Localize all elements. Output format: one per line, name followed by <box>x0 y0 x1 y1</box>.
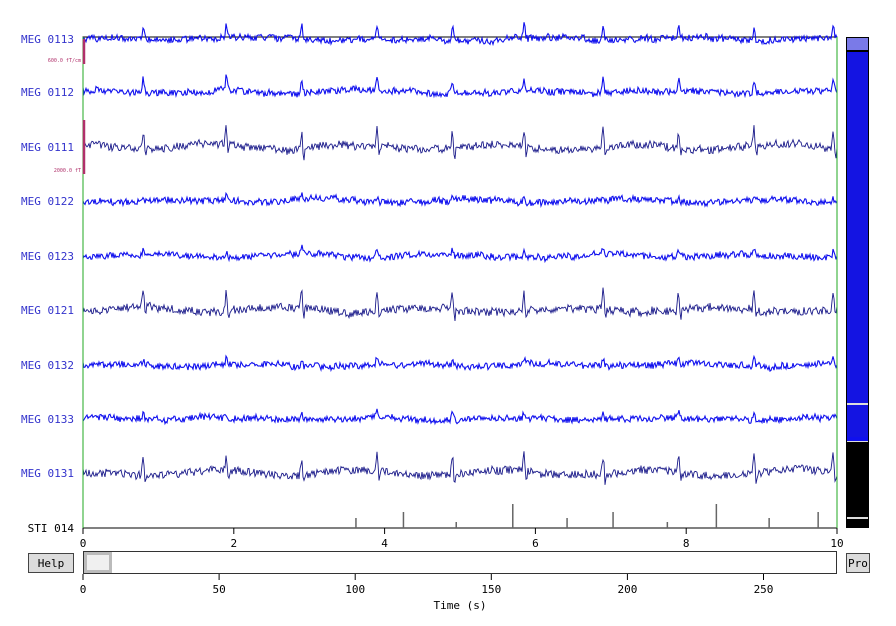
channel-trace <box>82 408 838 426</box>
overview-window-handle[interactable] <box>84 552 112 573</box>
time-tick-label: 10 <box>830 537 843 550</box>
channel-trace <box>82 125 838 161</box>
channel-label[interactable]: MEG 0112 <box>21 86 74 99</box>
scale-label-grad: 600.0 fT/cm <box>48 58 81 64</box>
scale-bars: 600.0 fT/cm 2000.0 fT <box>48 39 86 174</box>
scrollbar-marker <box>847 403 868 405</box>
channel-label[interactable]: MEG 0111 <box>21 141 74 154</box>
scrollbar-thumb[interactable] <box>847 52 868 442</box>
channel-label[interactable]: MEG 0121 <box>21 304 74 317</box>
channel-trace <box>82 287 838 322</box>
scrollbar-marker-2 <box>847 441 868 442</box>
time-axis: 0 2 4 6 8 10 <box>80 528 844 550</box>
scrollbar-channel-lines <box>847 53 868 437</box>
time-tick-label: 4 <box>381 537 388 550</box>
scale-label-mag: 2000.0 fT <box>54 168 81 174</box>
overview-tick-label: 100 <box>345 583 365 596</box>
channel-label[interactable]: MEG 0122 <box>21 195 74 208</box>
time-tick-label: 2 <box>230 537 237 550</box>
channel-trace <box>82 74 838 99</box>
time-tick-label: 6 <box>532 537 539 550</box>
proj-button[interactable]: Proj <box>846 553 870 573</box>
time-tick-label: 0 <box>80 537 87 550</box>
scrollbar-top-segment <box>847 38 868 50</box>
overview-tick-label: 150 <box>481 583 501 596</box>
overview-axis-label: Time (s) <box>434 599 487 612</box>
overview-tick-label: 200 <box>617 583 637 596</box>
channel-label[interactable]: MEG 0123 <box>21 250 74 263</box>
traces <box>82 22 838 528</box>
scrollbar-marker-3 <box>847 517 868 519</box>
channel-label[interactable]: STI 014 <box>28 522 75 535</box>
overview-tick-label: 250 <box>754 583 774 596</box>
channel-trace <box>82 22 838 47</box>
channel-label[interactable]: MEG 0113 <box>21 33 74 46</box>
channel-trace <box>82 451 838 485</box>
time-tick-label: 8 <box>683 537 690 550</box>
overview-tick-label: 50 <box>212 583 225 596</box>
channel-label[interactable]: MEG 0131 <box>21 467 74 480</box>
channel-scrollbar-graphic <box>847 38 868 519</box>
help-button[interactable]: Help <box>28 553 74 573</box>
overview-axis: 0 50 100 150 200 250 Time (s) <box>80 574 774 612</box>
channel-label[interactable]: MEG 0133 <box>21 413 74 426</box>
channel-trace <box>82 191 838 208</box>
plot-frame <box>82 36 838 529</box>
channel-trace <box>82 354 838 373</box>
channel-scrollbar[interactable] <box>846 37 869 528</box>
channel-trace <box>82 244 838 264</box>
overview-tick-label: 0 <box>80 583 87 596</box>
channel-labels: MEG 0113 MEG 0112 MEG 0111 MEG 0122 MEG 0123… <box>21 33 74 535</box>
channel-label[interactable]: MEG 0132 <box>21 359 74 372</box>
time-overview-bar[interactable] <box>83 551 837 574</box>
